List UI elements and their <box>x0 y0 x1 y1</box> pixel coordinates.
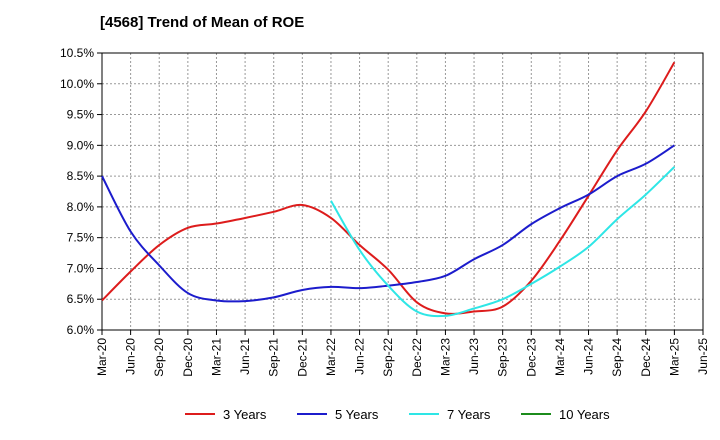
legend: 3 Years 5 Years 7 Years 10 Years <box>185 407 610 422</box>
legend-label: 5 Years <box>335 407 379 422</box>
y-tick-label: 9.0% <box>67 138 95 152</box>
y-tick-label: 10.5% <box>60 46 94 60</box>
x-tick-label: Dec-23 <box>524 338 538 377</box>
x-tick-label: Mar-24 <box>553 338 567 376</box>
x-tick-label: Mar-25 <box>667 338 681 376</box>
y-axis-ticks: 10.5% 10.0% 9.5% 9.0% 8.5% 8.0% 7.5% 7.0% 6.5% 6.… <box>60 46 102 337</box>
series-line-3-years <box>101 61 676 315</box>
x-tick-label: Sep-22 <box>381 338 395 377</box>
x-tick-label: Dec-22 <box>410 338 424 377</box>
series-layer <box>101 61 676 318</box>
x-tick-label: Sep-24 <box>610 338 624 377</box>
chart-title: [4568] Trend of Mean of ROE <box>100 14 305 31</box>
x-tick-label: Mar-20 <box>95 338 109 376</box>
y-tick-label: 10.0% <box>60 77 94 91</box>
x-tick-label: Sep-21 <box>267 338 281 377</box>
x-tick-label: Sep-20 <box>152 338 166 377</box>
y-tick-label: 7.5% <box>67 231 95 245</box>
x-tick-label: Jun-24 <box>582 338 596 375</box>
y-tick-label: 6.5% <box>67 292 95 306</box>
y-tick-label: 9.5% <box>67 108 95 122</box>
x-tick-label: Sep-23 <box>496 338 510 377</box>
x-tick-label: Jun-22 <box>353 338 367 375</box>
grid-layer <box>101 52 704 331</box>
legend-label: 7 Years <box>447 407 491 422</box>
x-tick-label: Jun-21 <box>238 338 252 375</box>
x-tick-label: Jun-20 <box>124 338 138 375</box>
y-tick-label: 8.5% <box>67 169 95 183</box>
x-tick-label: Jun-23 <box>467 338 481 375</box>
x-tick-label: Dec-20 <box>181 338 195 377</box>
x-tick-label: Dec-24 <box>639 338 653 377</box>
legend-label: 10 Years <box>559 407 610 422</box>
x-tick-label: Mar-22 <box>324 338 338 376</box>
x-tick-label: Dec-21 <box>295 338 309 377</box>
series-line-7-years <box>330 166 676 318</box>
x-tick-label: Jun-25 <box>696 338 710 375</box>
x-axis-ticks: Mar-20 Jun-20 Sep-20 Dec-20 Mar-21 Jun-21 Sep-… <box>95 330 710 377</box>
y-tick-label: 7.0% <box>67 261 95 275</box>
y-tick-label: 6.0% <box>67 323 95 337</box>
x-tick-label: Mar-23 <box>438 338 452 376</box>
legend-label: 3 Years <box>223 407 267 422</box>
plot-frame <box>101 52 704 331</box>
x-tick-label: Mar-21 <box>209 338 223 376</box>
y-tick-label: 8.0% <box>67 200 95 214</box>
